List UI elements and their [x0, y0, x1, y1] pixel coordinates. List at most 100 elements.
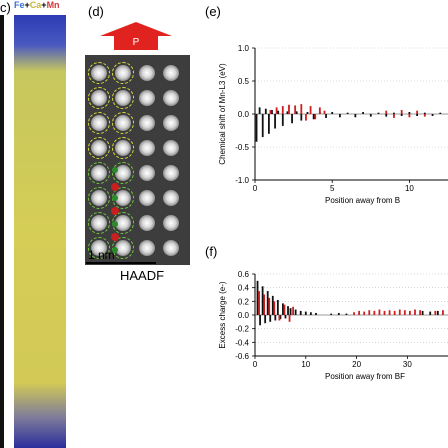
atom-column — [163, 190, 179, 206]
atom-column — [163, 215, 179, 231]
bar — [416, 110, 419, 114]
y-tick-label: -0.4 — [235, 338, 249, 347]
o-site-marker — [112, 167, 118, 173]
scale-bar — [86, 262, 156, 264]
atom-column — [163, 165, 179, 181]
bar — [309, 312, 312, 315]
bar — [266, 291, 269, 315]
atom-column — [163, 140, 179, 156]
bar — [269, 110, 272, 114]
bar — [288, 315, 291, 322]
bar — [300, 104, 303, 114]
y-tick-label: 0.4 — [238, 284, 250, 293]
bar — [258, 291, 260, 315]
atom-column — [139, 115, 155, 131]
bar — [409, 310, 411, 315]
atom-column — [88, 237, 110, 259]
x-tick-label: 10 — [405, 184, 414, 193]
x-tick-label: 0 — [253, 360, 258, 369]
bar — [442, 310, 444, 315]
bar — [423, 114, 426, 117]
mn-site-marker — [111, 183, 119, 191]
bar — [281, 106, 284, 114]
chart-excess-charge: 0.6 0.4 0.2 0.0 -0.2 -0.4 -0.6 0 10 20 30 Excess ch… — [218, 270, 448, 381]
map-edge-strip — [0, 15, 4, 448]
bar — [281, 114, 284, 126]
panel-label-e: (e) — [205, 4, 221, 19]
bar — [403, 310, 406, 315]
legend-plus-2: + — [41, 0, 47, 10]
bar — [339, 114, 341, 118]
bar — [393, 112, 395, 114]
x-axis-title: Position away from B — [325, 196, 400, 205]
bar — [263, 294, 266, 315]
y-tick-label: -0.2 — [235, 325, 249, 334]
haadf-label: HAADF — [120, 268, 165, 283]
y-tick-label: -0.6 — [235, 352, 249, 361]
bar — [323, 110, 326, 114]
atom-column — [139, 240, 155, 256]
bar — [388, 310, 391, 315]
atom-column — [88, 212, 110, 234]
bar — [304, 311, 307, 315]
bar — [287, 306, 289, 315]
bar — [315, 312, 317, 315]
o-site-marker — [112, 247, 118, 253]
bar — [288, 104, 290, 114]
polarization-label: P — [133, 37, 140, 48]
bar — [286, 111, 289, 114]
bar — [393, 114, 395, 118]
bar — [268, 297, 271, 315]
bar — [276, 299, 279, 315]
legend-ca: Ca — [29, 0, 42, 10]
bar — [369, 114, 372, 117]
o-site-marker — [112, 195, 118, 201]
bar — [292, 306, 294, 315]
atom-column — [139, 140, 155, 156]
bar — [358, 310, 361, 315]
bar — [408, 114, 411, 118]
bar — [264, 108, 267, 114]
bar — [362, 112, 364, 114]
y-tick-label: -0.5 — [235, 143, 249, 152]
x-tick-label: 5 — [330, 184, 335, 193]
atom-column — [139, 215, 155, 231]
bar — [274, 315, 277, 321]
bar — [279, 315, 282, 320]
panel-label-d: (d) — [88, 4, 104, 19]
bar — [385, 114, 388, 117]
bar — [318, 107, 321, 114]
bar — [393, 310, 396, 315]
eels-element-map — [14, 15, 66, 448]
atom-column — [88, 112, 110, 134]
atom-column — [112, 137, 134, 159]
atom-column — [163, 65, 179, 81]
atom-column — [112, 87, 134, 109]
bar — [423, 112, 426, 114]
atom-column — [139, 165, 155, 181]
bar — [400, 110, 403, 114]
bar — [346, 112, 349, 114]
bar — [436, 310, 439, 315]
atom-column — [163, 115, 179, 131]
y-axis-title: Chemical shift of Mn-L3 (eV) — [218, 63, 227, 165]
x-tick-label: 0 — [253, 184, 258, 193]
panel-label-c: c) — [0, 0, 11, 15]
atom-column — [88, 87, 110, 109]
bar — [309, 106, 312, 114]
bar — [278, 315, 281, 321]
y-tick-label: 0.0 — [238, 110, 250, 119]
y-axis-title: Excess charge (e-) — [218, 281, 227, 348]
y-tick-label: 0.5 — [238, 77, 250, 86]
bar — [271, 110, 273, 114]
bar — [294, 105, 297, 114]
bar — [414, 309, 416, 315]
bar — [378, 309, 381, 315]
bar — [300, 114, 303, 121]
bar — [400, 114, 403, 116]
bar — [408, 112, 411, 114]
atom-column — [112, 112, 134, 134]
x-tick-label: 30 — [403, 360, 412, 369]
bar — [277, 110, 280, 114]
bar — [273, 301, 276, 315]
